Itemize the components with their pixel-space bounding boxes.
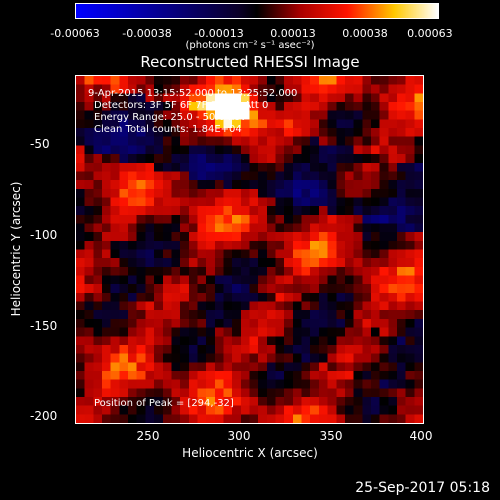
- energy-range: Energy Range: 25.0 - 50.0 keV: [94, 112, 247, 123]
- x-tick: 350: [319, 429, 343, 443]
- colorbar: [75, 3, 439, 19]
- colorbar-tick: -0.00038: [122, 27, 172, 40]
- y-tick: -100: [30, 228, 58, 242]
- heatmap-plot: 9-Apr-2015 13:15:52.000 to 13:25:52.000 …: [75, 75, 424, 424]
- colorbar-tick: 0.00013: [270, 27, 316, 40]
- x-tick: 250: [136, 429, 160, 443]
- colorbar-tick: 0.00038: [342, 27, 388, 40]
- y-tick: -200: [30, 409, 58, 423]
- clean-counts: Clean Total counts: 1.84E+04: [94, 124, 242, 135]
- plot-title: Reconstructed RHESSI Image: [140, 53, 360, 71]
- x-tick: 400: [409, 429, 433, 443]
- time-range: 9-Apr-2015 13:15:52.000 to 13:25:52.000: [88, 88, 298, 99]
- colorbar-tick: 0.00063: [407, 27, 453, 40]
- y-tick: -150: [30, 319, 58, 333]
- heatmap-image: [76, 76, 423, 423]
- x-axis-label: Heliocentric X (arcsec): [182, 446, 318, 460]
- colorbar-tick: -0.00013: [194, 27, 244, 40]
- detectors: Detectors: 3F 5F 6F 7F 8F 9F, Att 0: [94, 100, 269, 111]
- y-axis-label: Heliocentric Y (arcsec): [9, 181, 23, 317]
- peak-position: Position of Peak = [294,-32]: [94, 398, 234, 409]
- y-tick: -50: [30, 137, 50, 151]
- x-tick: 300: [227, 429, 251, 443]
- colorbar-unit: (photons cm⁻² s⁻¹ asec⁻²): [185, 40, 315, 51]
- colorbar-tick: -0.00063: [50, 27, 100, 40]
- timestamp: 25-Sep-2017 05:18: [355, 480, 490, 496]
